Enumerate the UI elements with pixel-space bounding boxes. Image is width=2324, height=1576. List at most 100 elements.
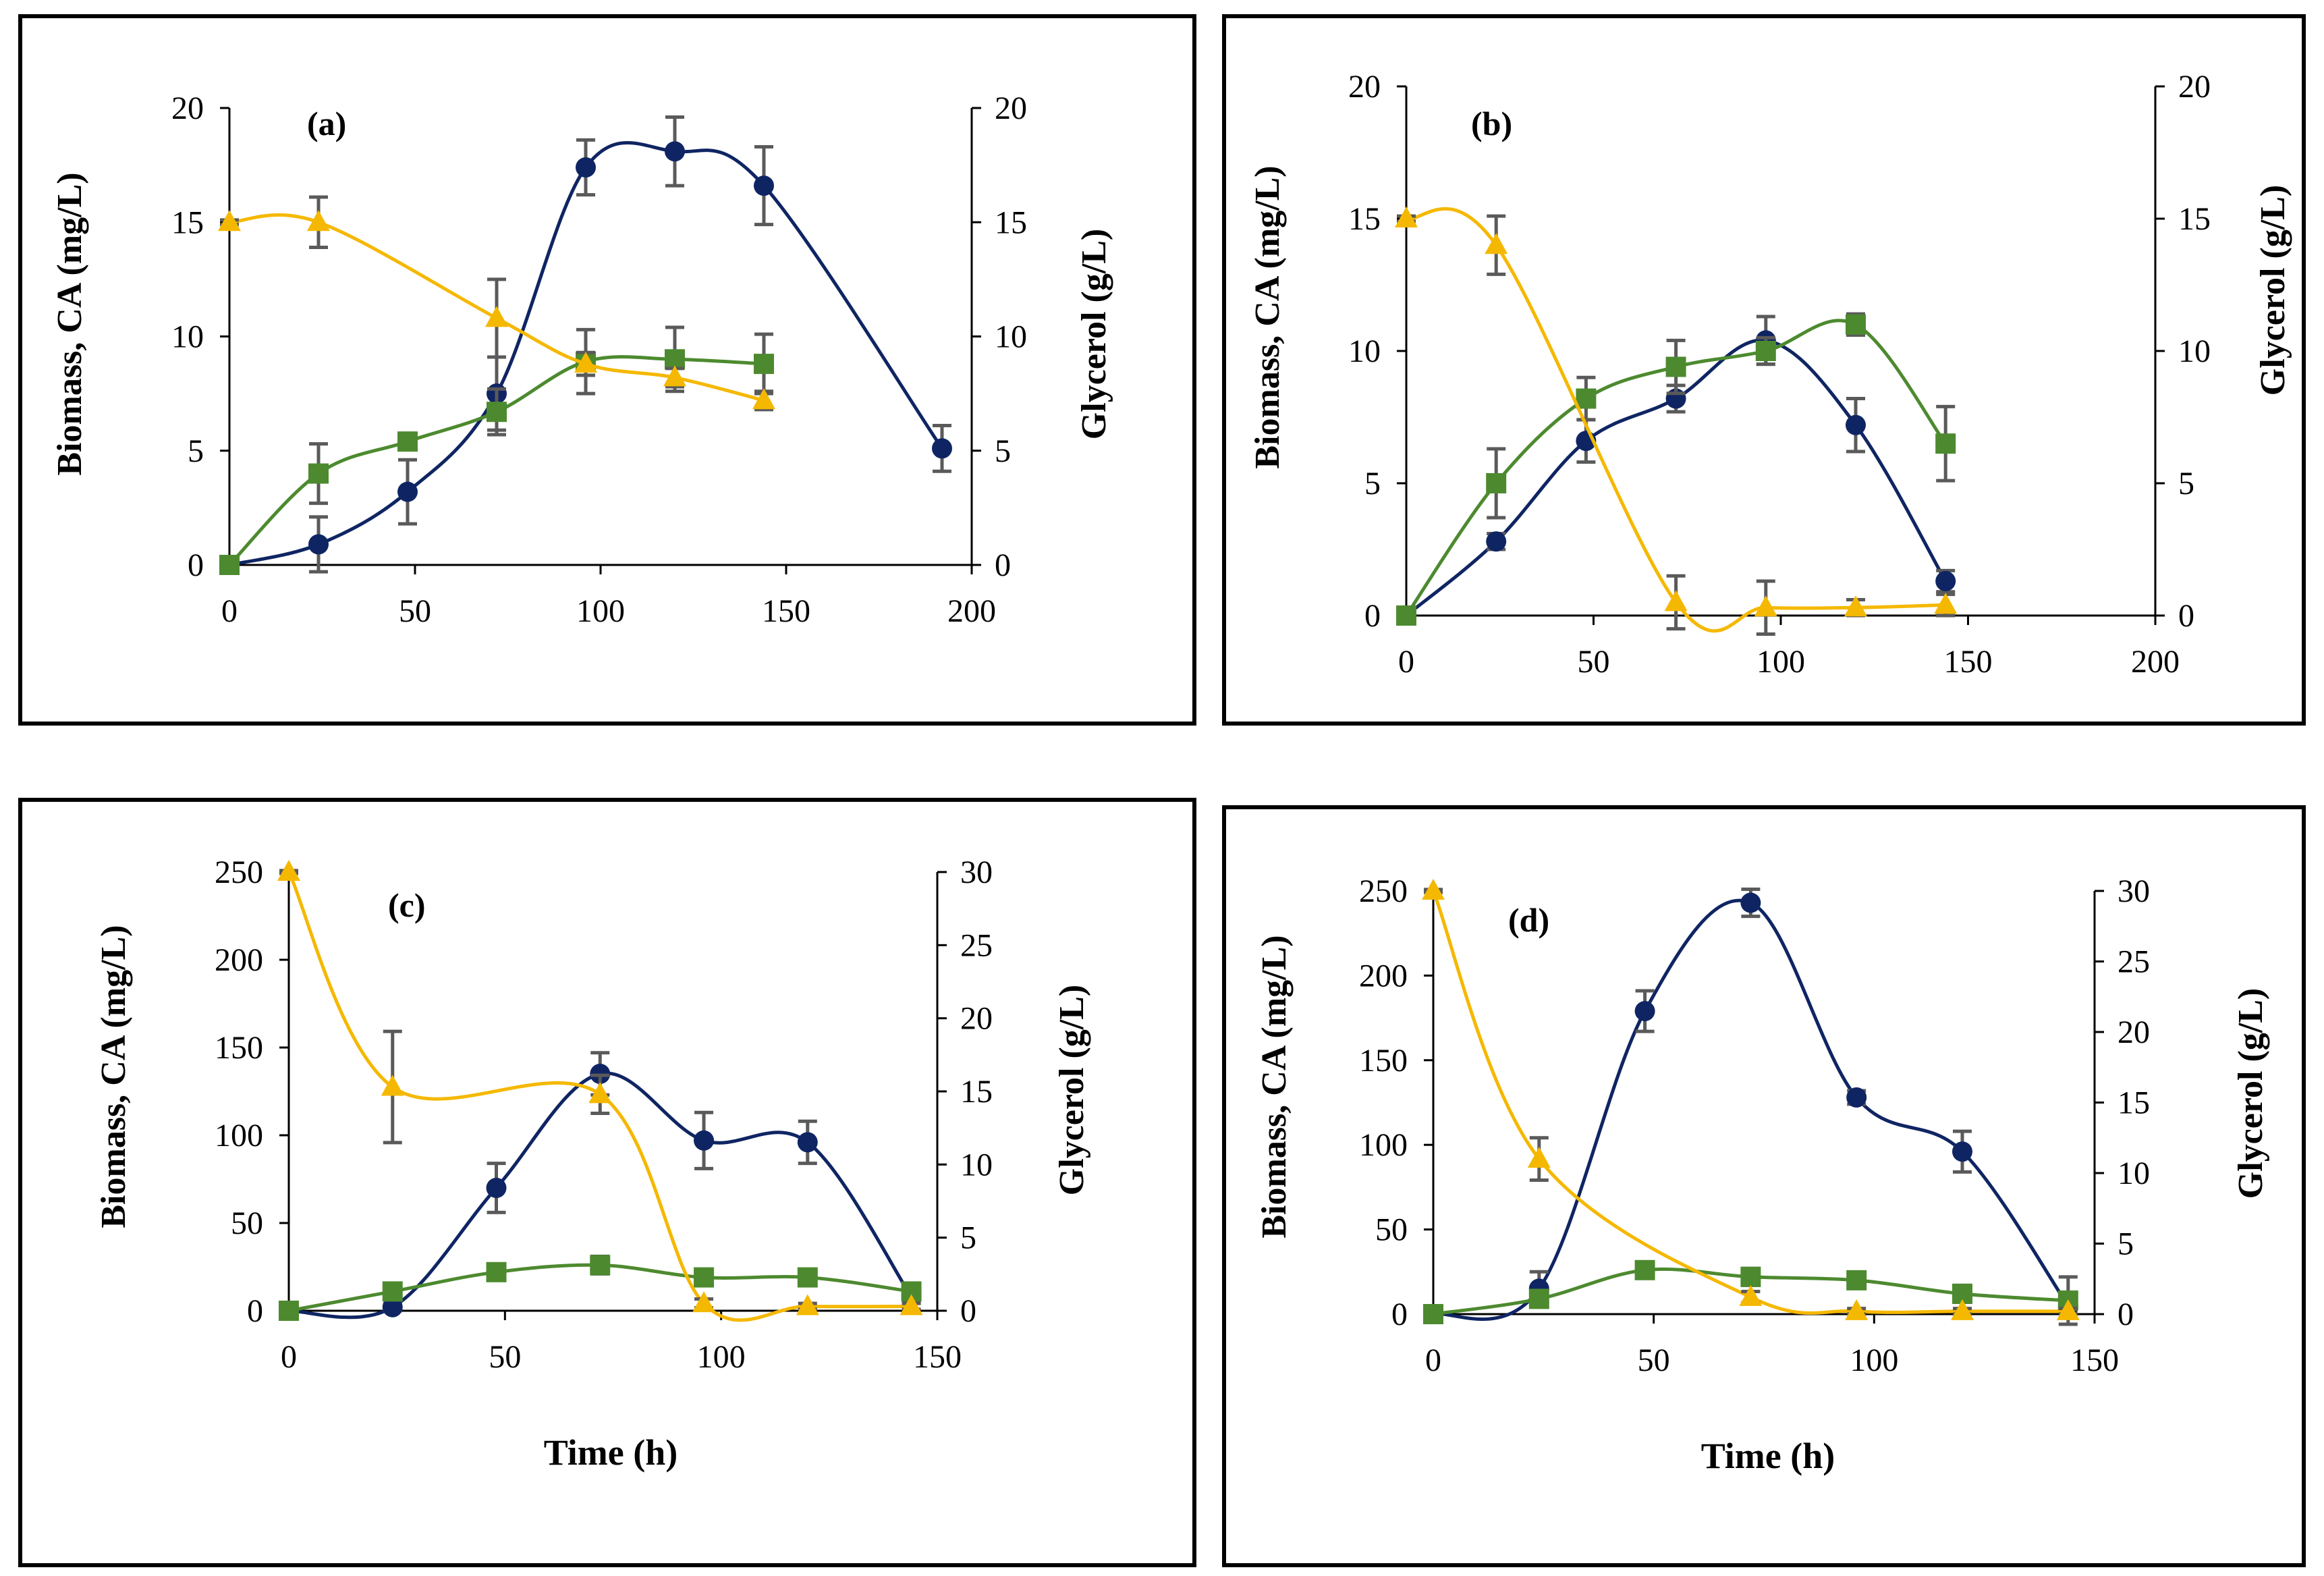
biomass-point [1755, 341, 1776, 361]
glycerol-point [381, 1075, 404, 1096]
y-right-tick-label: 0 [2178, 598, 2194, 634]
y-left-tick-label: 150 [1359, 1043, 1408, 1079]
x-tick-label: 100 [576, 593, 625, 629]
x-tick-label: 0 [1425, 1342, 1441, 1378]
panel-a-y-right-label: Glycerol (g/L) [1075, 229, 1113, 439]
glycerol-point [692, 1291, 716, 1313]
ca-point [754, 175, 774, 196]
y-left-tick-label: 0 [247, 1293, 263, 1329]
biomass-point [219, 555, 240, 575]
glycerol-point [588, 1082, 612, 1104]
x-tick-label: 150 [2070, 1342, 2119, 1378]
glycerol-series-line [1431, 890, 2068, 1315]
glycerol-point [307, 210, 330, 232]
y-right-tick-label: 5 [960, 1220, 976, 1256]
panel-d-y-left-label: Biomass, CA (mg/L) [1255, 935, 1294, 1238]
biomass-point [590, 1255, 611, 1276]
y-right-tick-label: 10 [995, 319, 1027, 355]
biomass-point [1486, 473, 1507, 493]
panel-a-y-left-label: Biomass, CA (mg/L) [51, 172, 89, 475]
glycerol-point [1739, 1284, 1763, 1306]
panel-d: Biomass, CA (mg/L) Glycerol (g/L) (d) Ti… [1222, 805, 2306, 1567]
x-tick-label: 100 [1756, 644, 1805, 680]
panel-c-plot: 0 50 100 150 0 50 100 150 200 250 0 5 10 15 20 25 30 [215, 854, 993, 1375]
glycerol-point [1422, 879, 1445, 900]
biomass-point [279, 1301, 299, 1321]
y-left-tick-label: 250 [215, 854, 263, 890]
biomass-point [754, 354, 774, 375]
ca-point [797, 1132, 818, 1153]
ca-point [382, 1297, 403, 1317]
x-tick-label: 0 [221, 593, 238, 629]
panel-b-y-right-label: Glycerol (g/L) [2254, 185, 2292, 396]
x-tick-label: 50 [399, 593, 431, 629]
x-tick-label: 100 [1850, 1342, 1898, 1378]
glycerol-point [1485, 233, 1508, 254]
y-right-tick-label: 15 [960, 1074, 993, 1110]
ca-point [308, 534, 329, 555]
panel-c: Biomass, CA (mg/L) Glycerol (g/L) (c) Ti… [18, 798, 1196, 1567]
ca-point [397, 481, 418, 502]
panel-d-y-right-label: Glycerol (g/L) [2232, 988, 2270, 1199]
panel-c-label: (c) [388, 886, 426, 924]
y-right-tick-label: 20 [2178, 69, 2211, 105]
x-tick-label: 50 [489, 1339, 521, 1375]
ca-point [1935, 571, 1956, 592]
glycerol-point [1934, 593, 1958, 614]
biomass-point [382, 1281, 403, 1302]
panel-c-frame [18, 798, 1196, 1567]
x-tick-label: 200 [2131, 644, 2180, 680]
ca-series-line [1433, 898, 2070, 1321]
y-left-tick-label: 10 [1348, 333, 1381, 369]
y-left-tick-label: 50 [1375, 1212, 1408, 1248]
biomass-point [487, 402, 507, 423]
y-right-tick-label: 15 [995, 205, 1027, 240]
panel-c-x-label: Time (h) [544, 1432, 678, 1473]
glycerol-point [1951, 1299, 1974, 1320]
biomass-point [1423, 1304, 1443, 1324]
biomass-point [1576, 388, 1597, 409]
y-right-tick-label: 0 [995, 547, 1011, 583]
biomass-point [1740, 1266, 1761, 1287]
x-tick-label: 100 [697, 1339, 746, 1375]
biomass-point [308, 463, 329, 484]
y-right-tick-label: 10 [960, 1147, 993, 1183]
panel-a-frame [18, 14, 1196, 726]
ca-point [1486, 531, 1507, 552]
glycerol-point [277, 860, 300, 881]
glycerol-point [2056, 1299, 2080, 1320]
glycerol-point [1395, 207, 1418, 227]
y-left-tick-label: 150 [215, 1030, 263, 1066]
biomass-point [694, 1267, 715, 1288]
glycerol-point [218, 210, 241, 232]
biomass-point [1846, 314, 1866, 335]
glycerol-point [485, 306, 508, 327]
glycerol-point [663, 365, 686, 387]
ca-point [1846, 1087, 1867, 1108]
y-right-tick-label: 25 [960, 927, 993, 963]
glycerol-series-line [1406, 207, 1946, 633]
y-right-tick-label: 0 [2118, 1297, 2134, 1332]
y-left-tick-label: 20 [171, 90, 204, 126]
y-left-tick-label: 0 [1391, 1297, 1408, 1332]
panel-d-frame [1222, 805, 2306, 1567]
panel-b-frame [1222, 14, 2306, 726]
x-tick-label: 150 [762, 593, 810, 629]
panel-b-label: (b) [1471, 105, 1512, 142]
y-right-tick-label: 5 [2118, 1226, 2134, 1262]
y-right-tick-label: 10 [2178, 333, 2211, 369]
y-left-tick-label: 15 [171, 205, 204, 240]
panel-c-y-right-label: Glycerol (g/L) [1053, 985, 1091, 1195]
ca-point [665, 141, 685, 162]
glycerol-point [574, 352, 597, 373]
ca-point [1740, 892, 1761, 913]
x-tick-label: 150 [1944, 644, 1993, 680]
biomass-point [1634, 1259, 1655, 1280]
y-right-tick-label: 30 [2118, 873, 2150, 909]
panel-b-y-left-label: Biomass, CA (mg/L) [1248, 165, 1287, 468]
x-tick-label: 50 [1578, 644, 1610, 680]
y-right-tick-label: 25 [2118, 944, 2150, 980]
panel-a: Biomass, CA (mg/L) Glycerol (g/L) (a) 0 5… [18, 14, 1196, 726]
